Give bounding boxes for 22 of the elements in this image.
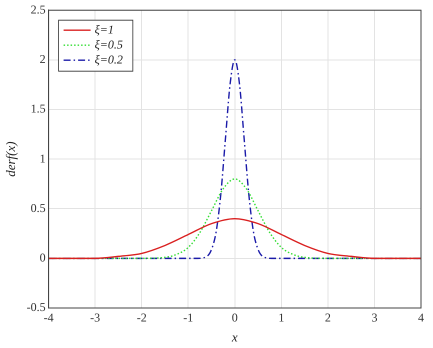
line-series xyxy=(48,218,421,260)
x-tick-label: 4 xyxy=(418,310,424,324)
x-tick-label: -4 xyxy=(44,310,54,324)
x-tick-label: 2 xyxy=(324,310,331,324)
legend-label: ξ=1 xyxy=(94,22,114,36)
y-tick-label: 0.5 xyxy=(30,200,46,215)
x-tick-label: -2 xyxy=(136,310,147,324)
x-tick-label: -3 xyxy=(90,310,100,324)
legend-label: ξ=0.5 xyxy=(94,37,123,52)
y-tick-label: 1 xyxy=(40,151,46,166)
x-tick-label: -1 xyxy=(183,310,194,324)
y-tick-label: -0.5 xyxy=(26,300,46,314)
y-tick-label: 2 xyxy=(40,52,46,66)
y-axis-title: derf(x) xyxy=(3,141,18,177)
x-axis-title: x xyxy=(230,330,238,345)
x-tick-label: 1 xyxy=(278,310,284,324)
x-tick-label: 3 xyxy=(371,310,378,324)
x-tick-label: 0 xyxy=(232,310,238,324)
y-tick-label: 1.5 xyxy=(30,102,46,116)
y-tick-label: 2.5 xyxy=(30,2,46,16)
legend-label: ξ=0.2 xyxy=(94,52,123,66)
y-tick-label: 0 xyxy=(40,250,46,265)
